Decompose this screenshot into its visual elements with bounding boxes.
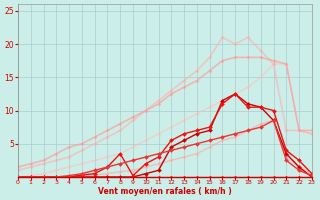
X-axis label: Vent moyen/en rafales ( km/h ): Vent moyen/en rafales ( km/h ) <box>98 187 232 196</box>
